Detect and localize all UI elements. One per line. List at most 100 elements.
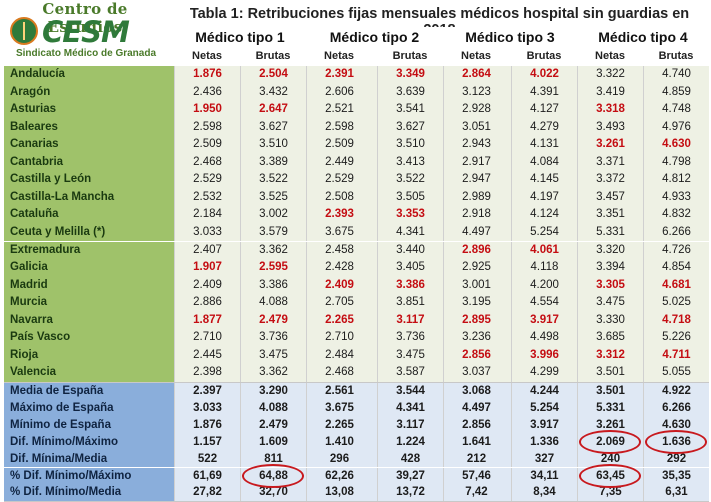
- value-cell: 2.428: [306, 259, 372, 277]
- value-cell: 4.391: [511, 83, 577, 102]
- region-name: Andalucía: [4, 66, 174, 84]
- value-cell: 3.405: [377, 259, 443, 277]
- value-cell: 2.856: [443, 416, 509, 434]
- value-cell: 212: [443, 450, 509, 468]
- value-cell: 3.432: [240, 83, 306, 102]
- value-cell: 4.145: [511, 171, 577, 189]
- value-cell: 296: [306, 450, 372, 468]
- value-cell: 3.033: [174, 399, 240, 417]
- value-cell: 4.681: [643, 276, 709, 295]
- value-cell: 62,26: [306, 467, 372, 485]
- value-cell: 2.595: [240, 259, 306, 277]
- value-cell: 3.736: [240, 329, 306, 347]
- value-cell: 63,45: [577, 467, 643, 485]
- region-name: Castilla y León: [4, 171, 174, 189]
- value-cell: 1.410: [306, 433, 372, 451]
- value-cell: 5.331: [577, 399, 643, 417]
- value-cell: 2.710: [174, 329, 240, 347]
- region-name: Baleares: [4, 118, 174, 137]
- value-cell: 2.069: [577, 433, 643, 451]
- value-cell: 3.413: [377, 153, 443, 172]
- region-row: Murcia 2.886 4.088 2.705 3.851 3.195 4.554 3.47…: [4, 294, 709, 312]
- value-cell: 3.544: [377, 383, 443, 400]
- value-cell: 3.675: [306, 399, 372, 417]
- value-cell: 2.521: [306, 101, 372, 119]
- value-cell: 3.001: [443, 276, 509, 295]
- value-cell: 3.510: [240, 136, 306, 154]
- value-cell: 4.497: [443, 399, 509, 417]
- value-cell: 3.261: [577, 136, 643, 154]
- value-cell: 1.950: [174, 101, 240, 119]
- value-cell: 3.627: [377, 118, 443, 137]
- value-cell: 2.407: [174, 241, 240, 260]
- value-cell: 3.501: [577, 383, 643, 400]
- value-cell: 3.351: [577, 206, 643, 224]
- value-cell: 5.331: [577, 223, 643, 242]
- value-cell: 39,27: [377, 467, 443, 485]
- logo-top-text: Centro de Estudios: [42, 0, 128, 36]
- value-cell: 4.088: [240, 399, 306, 417]
- value-cell: 2.925: [443, 259, 509, 277]
- value-cell: 3.195: [443, 294, 509, 312]
- value-cell: 3.501: [577, 364, 643, 382]
- value-cell: 3.394: [577, 259, 643, 277]
- value-cell: 2.397: [174, 383, 240, 400]
- value-cell: 2.479: [240, 311, 306, 330]
- value-cell: 4.630: [643, 136, 709, 154]
- netas-header: Netas: [324, 50, 354, 62]
- value-cell: 1.224: [377, 433, 443, 451]
- region-row: Canarias 2.509 3.510 2.509 3.510 2.943 4.131 3.…: [4, 136, 709, 154]
- value-cell: 3.051: [443, 118, 509, 137]
- value-cell: 4.124: [511, 206, 577, 224]
- value-cell: 1.336: [511, 433, 577, 451]
- value-cell: 2.647: [240, 101, 306, 119]
- value-cell: 428: [377, 450, 443, 468]
- region-row: Rioja 2.445 3.475 2.484 3.475 2.856 3.996 3.312…: [4, 346, 709, 365]
- value-cell: 3.068: [443, 383, 509, 400]
- value-cell: 3.627: [240, 118, 306, 137]
- region-row: Castilla-La Mancha 2.532 3.525 2.508 3.505 2.…: [4, 188, 709, 207]
- value-cell: 4.131: [511, 136, 577, 154]
- value-cell: 5.226: [643, 329, 709, 347]
- summary-row: Mínimo de España 1.876 2.479 2.265 3.117 2.85…: [4, 416, 709, 434]
- value-cell: 2.468: [174, 153, 240, 172]
- region-name: Valencia: [4, 364, 174, 382]
- region-row: Cataluña 2.184 3.002 2.393 3.353 2.918 4.124 3.…: [4, 206, 709, 224]
- value-cell: 1.907: [174, 259, 240, 277]
- value-cell: 2.398: [174, 364, 240, 382]
- value-cell: 2.710: [306, 329, 372, 347]
- value-cell: 3.851: [377, 294, 443, 312]
- summary-row: % Dif. Mínimo/Máximo 61,69 64,88 62,26 39,27…: [4, 467, 709, 485]
- logo-bottom-text: Sindicato Médico de Granada: [15, 48, 157, 59]
- summary-row: Dif. Mínimo/Máximo 1.157 1.609 1.410 1.224 1.…: [4, 433, 709, 451]
- value-cell: 3.261: [577, 416, 643, 434]
- summary-row: Máximo de España 3.033 4.088 3.675 4.341 4.49…: [4, 399, 709, 417]
- region-name: Castilla-La Mancha: [4, 188, 174, 207]
- value-cell: 2.529: [174, 171, 240, 189]
- value-cell: 2.705: [306, 294, 372, 312]
- value-cell: 2.508: [306, 188, 372, 207]
- region-row: Baleares 2.598 3.627 2.598 3.627 3.051 4.279 3.…: [4, 118, 709, 137]
- value-cell: 4.711: [643, 346, 709, 365]
- value-cell: 2.598: [174, 118, 240, 137]
- value-cell: 4.088: [240, 294, 306, 312]
- value-cell: 2.989: [443, 188, 509, 207]
- value-cell: 5.025: [643, 294, 709, 312]
- value-cell: 1.876: [174, 416, 240, 434]
- value-cell: 2.856: [443, 346, 509, 365]
- value-cell: 4.299: [511, 364, 577, 382]
- value-cell: 3.386: [377, 276, 443, 295]
- value-cell: 4.341: [377, 223, 443, 242]
- value-cell: 4.244: [511, 383, 577, 400]
- summary-label: % Dif. Mínimo/Media: [4, 484, 174, 502]
- value-cell: 3.362: [240, 364, 306, 382]
- value-cell: 34,11: [511, 467, 577, 485]
- value-cell: 4.740: [643, 66, 709, 84]
- region-row: Madrid 2.409 3.386 2.409 3.386 3.001 4.200 3.30…: [4, 276, 709, 295]
- region-row: Extremadura 2.407 3.362 2.458 3.440 2.896 4.06…: [4, 241, 709, 260]
- value-cell: 1.641: [443, 433, 509, 451]
- summary-label: % Dif. Mínimo/Máximo: [4, 467, 174, 485]
- value-cell: 1.636: [643, 433, 709, 451]
- value-cell: 3.389: [240, 153, 306, 172]
- value-cell: 4.854: [643, 259, 709, 277]
